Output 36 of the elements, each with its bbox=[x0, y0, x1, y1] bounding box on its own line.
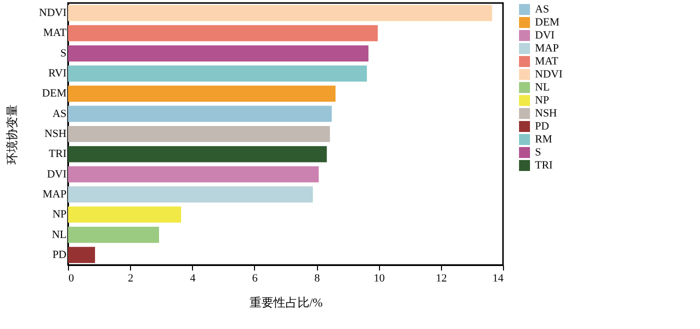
legend-label: AS bbox=[535, 4, 550, 16]
x-axis-title: 重要性占比/% bbox=[249, 296, 323, 310]
x-tick-label: 10 bbox=[374, 272, 386, 284]
legend-label: MAT bbox=[535, 56, 559, 68]
legend-label: TRI bbox=[535, 160, 554, 172]
x-tick-label: 14 bbox=[492, 272, 504, 284]
x-tick-label: 0 bbox=[68, 272, 74, 284]
y-tick-label: NL bbox=[52, 228, 67, 241]
legend-label: NL bbox=[535, 82, 550, 94]
y-tick-label: NDVI bbox=[39, 7, 67, 20]
x-tick-label: 4 bbox=[190, 272, 196, 284]
legend-label: PD bbox=[535, 120, 550, 132]
y-tick-label: PD bbox=[52, 248, 67, 261]
y-tick-label: S bbox=[60, 47, 66, 60]
legend-label: S bbox=[535, 146, 542, 158]
y-tick-label: TRI bbox=[48, 148, 67, 160]
x-tick-label: 2 bbox=[128, 272, 134, 284]
y-tick-label: AS bbox=[52, 108, 66, 120]
x-tick-label: 6 bbox=[252, 272, 258, 284]
legend-label: DVI bbox=[535, 30, 555, 42]
legend-label: DEM bbox=[535, 16, 560, 28]
y-tick-label: DVI bbox=[46, 168, 67, 180]
legend-label: NDVI bbox=[535, 68, 563, 80]
legend-label: NP bbox=[535, 94, 550, 106]
y-tick-label: DEM bbox=[42, 88, 67, 100]
x-tick-label: 8 bbox=[314, 272, 320, 284]
y-tick-label: NP bbox=[52, 208, 66, 221]
y-tick-label: MAP bbox=[42, 188, 66, 200]
legend-label: MAP bbox=[535, 42, 559, 54]
legend-label: RM bbox=[535, 134, 552, 146]
y-tick-label: RVI bbox=[48, 68, 67, 80]
y-tick-label: NSH bbox=[44, 128, 67, 140]
x-tick-label: 12 bbox=[436, 272, 447, 284]
y-axis-title: 环境协变量 bbox=[5, 104, 20, 164]
y-tick-label: MAT bbox=[43, 27, 67, 40]
legend-label: NSH bbox=[535, 108, 558, 120]
